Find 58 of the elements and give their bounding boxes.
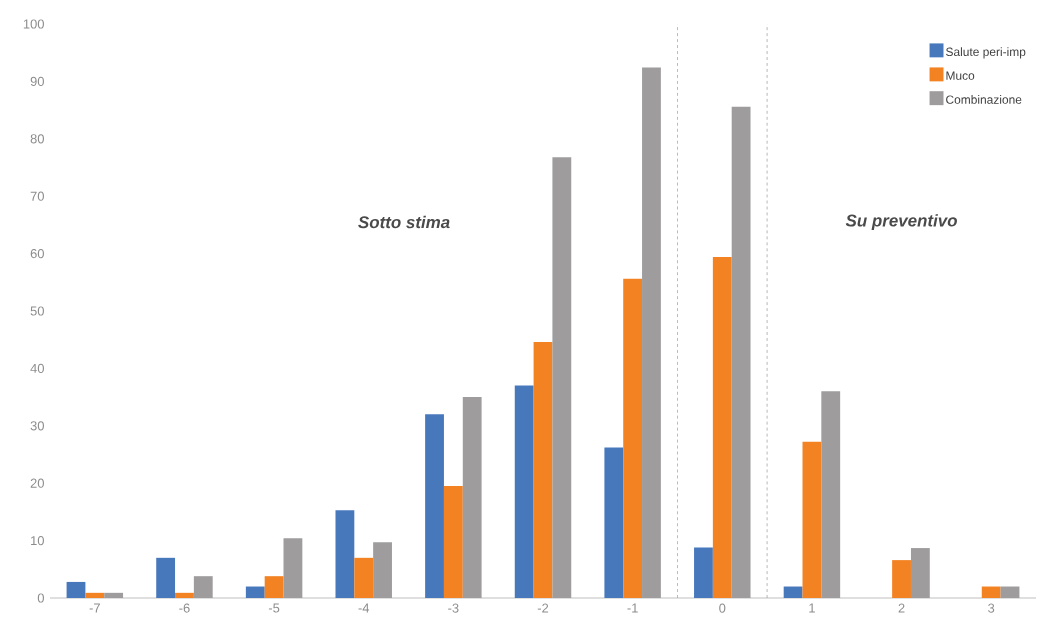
bar xyxy=(694,547,713,598)
bar xyxy=(552,157,572,598)
bar xyxy=(514,385,534,598)
legend-label: Combinazione xyxy=(946,95,1022,104)
x-tick-label: -4 xyxy=(358,603,370,613)
y-tick-label: 100 xyxy=(23,19,44,29)
bar xyxy=(910,548,930,598)
y-tick-label: 0 xyxy=(37,593,44,603)
y-tick-label: 70 xyxy=(30,191,44,201)
bar xyxy=(892,560,911,598)
bar xyxy=(604,447,624,598)
bar xyxy=(533,341,553,598)
x-tick-label: -7 xyxy=(89,603,100,613)
bar xyxy=(712,257,732,598)
bar xyxy=(354,557,374,598)
x-tick-label: -6 xyxy=(179,603,190,613)
legend-label: Salute peri-imp xyxy=(946,47,1026,59)
x-tick-label: 3 xyxy=(988,603,995,613)
bar xyxy=(623,278,643,598)
bar xyxy=(425,414,444,598)
x-tick-label: -2 xyxy=(537,603,549,613)
y-tick-label: 20 xyxy=(30,478,44,488)
bar xyxy=(104,592,124,598)
bar xyxy=(175,592,194,598)
bar xyxy=(981,586,1001,598)
y-tick-label: 10 xyxy=(31,536,44,546)
bar xyxy=(245,586,265,598)
bar xyxy=(731,106,751,598)
x-tick-label: 1 xyxy=(809,603,815,613)
x-tick-label: -5 xyxy=(268,603,280,613)
annotation: Sotto stima xyxy=(358,215,450,229)
x-tick-label: -1 xyxy=(627,603,638,613)
bar xyxy=(264,576,284,598)
bar xyxy=(156,557,176,598)
bar xyxy=(642,67,661,598)
y-tick-label: 50 xyxy=(30,306,44,316)
x-tick-label: 0 xyxy=(719,603,726,613)
legend-label: Muco xyxy=(946,71,975,80)
bar xyxy=(783,586,803,598)
bar xyxy=(1000,586,1020,598)
y-tick-label: 60 xyxy=(30,249,44,259)
y-tick-label: 80 xyxy=(30,134,44,144)
bar xyxy=(85,592,105,598)
bar xyxy=(443,486,463,598)
y-tick-label: 40 xyxy=(30,363,44,373)
bar xyxy=(193,576,213,598)
y-tick-label: 30 xyxy=(30,421,44,431)
annotation: Su preventivo xyxy=(845,214,957,230)
bar xyxy=(335,510,355,598)
x-tick-label: -3 xyxy=(448,603,459,613)
bar xyxy=(821,391,841,598)
bar xyxy=(373,542,392,598)
x-tick-label: 2 xyxy=(898,603,905,613)
y-tick-label: 90 xyxy=(30,76,44,86)
bar xyxy=(283,538,303,598)
bar xyxy=(802,441,822,598)
bar xyxy=(66,581,86,598)
bar xyxy=(462,397,482,598)
